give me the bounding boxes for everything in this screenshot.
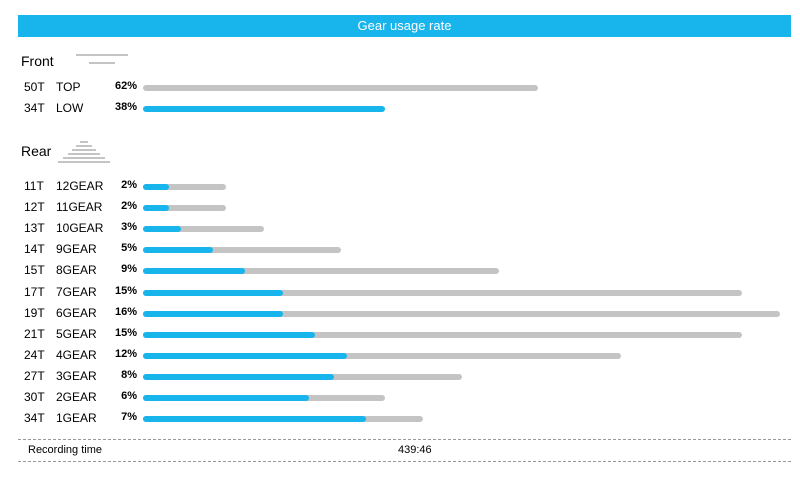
gear-usage-percent: 16%: [114, 306, 137, 318]
usage-bar-track: [143, 268, 499, 274]
gear-row: 24T 4GEAR 12%: [0, 345, 800, 366]
rear-section-title: Rear: [21, 143, 52, 159]
gear-teeth: 27T: [24, 369, 45, 383]
gear-row: 34T LOW 38%: [0, 98, 800, 119]
gear-usage-percent: 3%: [121, 221, 137, 233]
gear-row: 14T 9GEAR 5%: [0, 239, 800, 260]
usage-bar-track: [143, 311, 780, 317]
gear-usage-percent: 62%: [114, 80, 137, 92]
gear-position: 8GEAR: [56, 263, 97, 277]
recording-time-label: Recording time: [28, 444, 102, 456]
usage-bar-fill: [143, 353, 347, 359]
gear-position: 5GEAR: [56, 327, 97, 341]
cassette-icon: [58, 141, 110, 165]
usage-bar-fill: [143, 395, 309, 401]
gear-row: 11T 12GEAR 2%: [0, 176, 800, 197]
usage-bar-track: [143, 247, 341, 253]
gear-usage-percent: 5%: [121, 242, 137, 254]
usage-bar-fill: [143, 184, 169, 190]
gear-usage-percent: 8%: [121, 369, 137, 381]
gear-usage-percent: 12%: [114, 348, 137, 360]
gear-teeth: 17T: [24, 285, 45, 299]
usage-bar-track: [143, 332, 742, 338]
gear-position: TOP: [56, 80, 81, 94]
gear-teeth: 12T: [24, 200, 45, 214]
gear-teeth: 15T: [24, 263, 45, 277]
usage-bar-track: [143, 184, 226, 190]
recording-time-value: 439:46: [398, 444, 432, 456]
gear-row: 30T 2GEAR 6%: [0, 387, 800, 408]
gear-teeth: 13T: [24, 221, 45, 235]
gear-row: 21T 5GEAR 15%: [0, 324, 800, 345]
gear-row: 19T 6GEAR 16%: [0, 303, 800, 324]
gear-position: 11GEAR: [56, 200, 103, 214]
recording-time-row: Recording time 439:46: [18, 439, 791, 462]
gear-position: 3GEAR: [56, 369, 97, 383]
gear-row: 34T 1GEAR 7%: [0, 408, 800, 429]
gear-usage-percent: 38%: [114, 101, 137, 113]
gear-position: LOW: [56, 101, 84, 115]
gear-position: 2GEAR: [56, 390, 97, 404]
gear-position: 4GEAR: [56, 348, 97, 362]
usage-bar-fill: [143, 290, 283, 296]
usage-bar-track: [143, 353, 621, 359]
gear-usage-percent: 6%: [121, 390, 137, 402]
gear-usage-percent: 15%: [114, 285, 137, 297]
gear-row: 13T 10GEAR 3%: [0, 218, 800, 239]
usage-bar-fill: [143, 226, 181, 232]
page-title-bar: Gear usage rate: [18, 15, 791, 37]
gear-teeth: 24T: [24, 348, 45, 362]
usage-bar-track: [143, 205, 226, 211]
usage-bar-fill: [143, 332, 315, 338]
gear-position: 1GEAR: [56, 411, 97, 425]
gear-position: 7GEAR: [56, 285, 97, 299]
gear-row: 12T 11GEAR 2%: [0, 197, 800, 218]
gear-teeth: 30T: [24, 390, 45, 404]
gear-usage-percent: 2%: [121, 179, 137, 191]
gear-teeth: 11T: [24, 179, 44, 193]
chainring-icon: [76, 54, 128, 66]
gear-teeth: 19T: [24, 306, 45, 320]
gear-row: 50T TOP 62%: [0, 77, 800, 98]
gear-position: 6GEAR: [56, 306, 97, 320]
gear-teeth: 21T: [24, 327, 45, 341]
usage-bar-track: [143, 226, 264, 232]
usage-bar-fill: [143, 205, 169, 211]
gear-usage-percent: 2%: [121, 200, 137, 212]
usage-bar-fill: [143, 268, 245, 274]
gear-teeth: 34T: [24, 411, 45, 425]
usage-bar-fill: [143, 311, 283, 317]
usage-bar-fill: [143, 374, 334, 380]
gear-row: 15T 8GEAR 9%: [0, 260, 800, 281]
gear-position: 9GEAR: [56, 242, 97, 256]
gear-row: 17T 7GEAR 15%: [0, 282, 800, 303]
gear-teeth: 34T: [24, 101, 45, 115]
gear-usage-percent: 9%: [121, 263, 137, 275]
gear-usage-percent: 15%: [114, 327, 137, 339]
usage-bar-track: [143, 85, 538, 91]
gear-row: 27T 3GEAR 8%: [0, 366, 800, 387]
usage-bar-fill: [143, 247, 213, 253]
gear-position: 10GEAR: [56, 221, 104, 235]
usage-bar-fill: [143, 106, 385, 112]
gear-position: 12GEAR: [56, 179, 104, 193]
gear-teeth: 14T: [24, 242, 45, 256]
gear-usage-percent: 7%: [121, 411, 137, 423]
front-section-title: Front: [21, 53, 54, 69]
usage-bar-track: [143, 290, 742, 296]
gear-teeth: 50T: [24, 80, 45, 94]
usage-bar-fill: [143, 416, 366, 422]
page-title: Gear usage rate: [357, 18, 452, 33]
